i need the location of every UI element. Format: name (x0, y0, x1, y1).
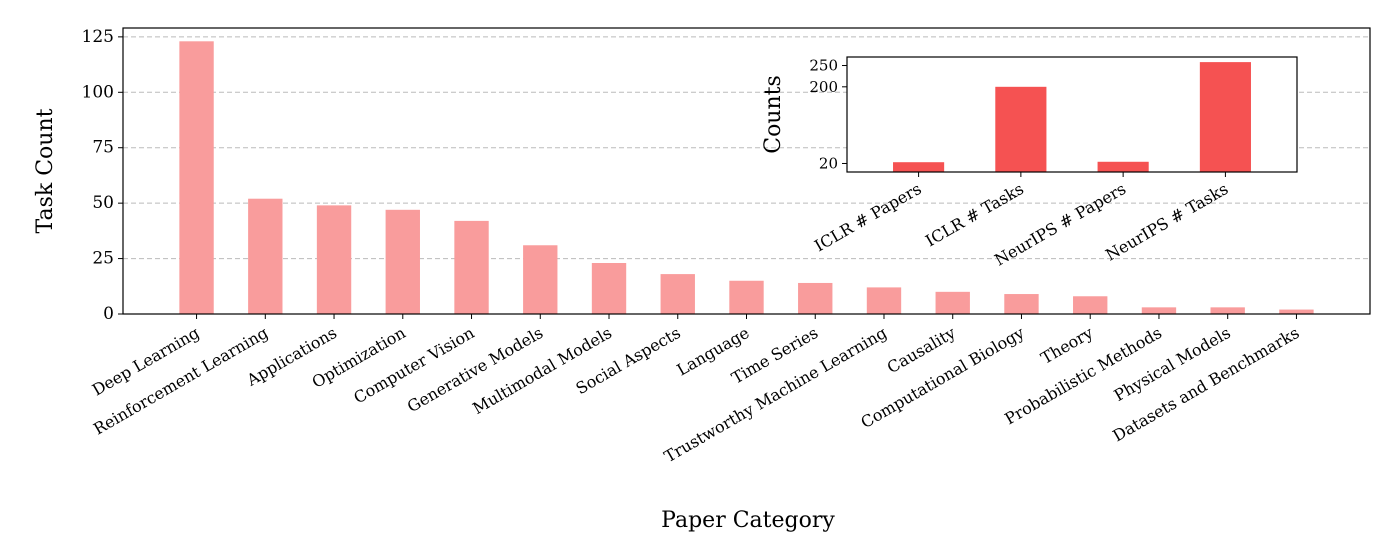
bar (660, 274, 695, 314)
bar (995, 86, 1047, 172)
bar (1141, 307, 1177, 314)
y-tick-label: 0 (103, 304, 114, 324)
y-tick-label: 20 (819, 154, 838, 172)
bar (893, 162, 945, 172)
y-tick-label: 200 (809, 78, 838, 96)
y-tick-label: 50 (92, 193, 114, 213)
bar (179, 41, 214, 314)
bar (316, 205, 352, 314)
bar (1073, 296, 1108, 314)
y-tick-label: 25 (92, 249, 114, 269)
bar (248, 198, 283, 314)
bar (454, 220, 489, 314)
inset-y-axis-label: Counts (761, 75, 786, 154)
bar (866, 287, 902, 314)
y-tick-label: 100 (82, 82, 114, 102)
bar (523, 245, 558, 314)
y-tick-label: 75 (92, 138, 114, 158)
x-tick-label: ICLR # Papers (811, 179, 924, 255)
bar (385, 209, 420, 314)
bar (1199, 62, 1251, 172)
bar (1279, 309, 1314, 314)
x-axis-label: Paper Category (661, 508, 835, 533)
y-axis-label: Task Count (33, 108, 58, 233)
axes-frame (122, 27, 1371, 315)
bar (591, 263, 627, 314)
y-tick-label: 250 (809, 57, 838, 75)
bar (729, 280, 764, 314)
bar (798, 282, 833, 314)
axes-frame (846, 56, 1298, 173)
x-tick-label: Theory (1038, 323, 1097, 368)
y-tick-label: 125 (82, 27, 114, 47)
bar (1210, 307, 1245, 314)
bar (935, 291, 970, 314)
bar (1097, 161, 1149, 172)
x-tick-label: ICLR # Tasks (922, 179, 1027, 250)
bar (1004, 294, 1039, 314)
